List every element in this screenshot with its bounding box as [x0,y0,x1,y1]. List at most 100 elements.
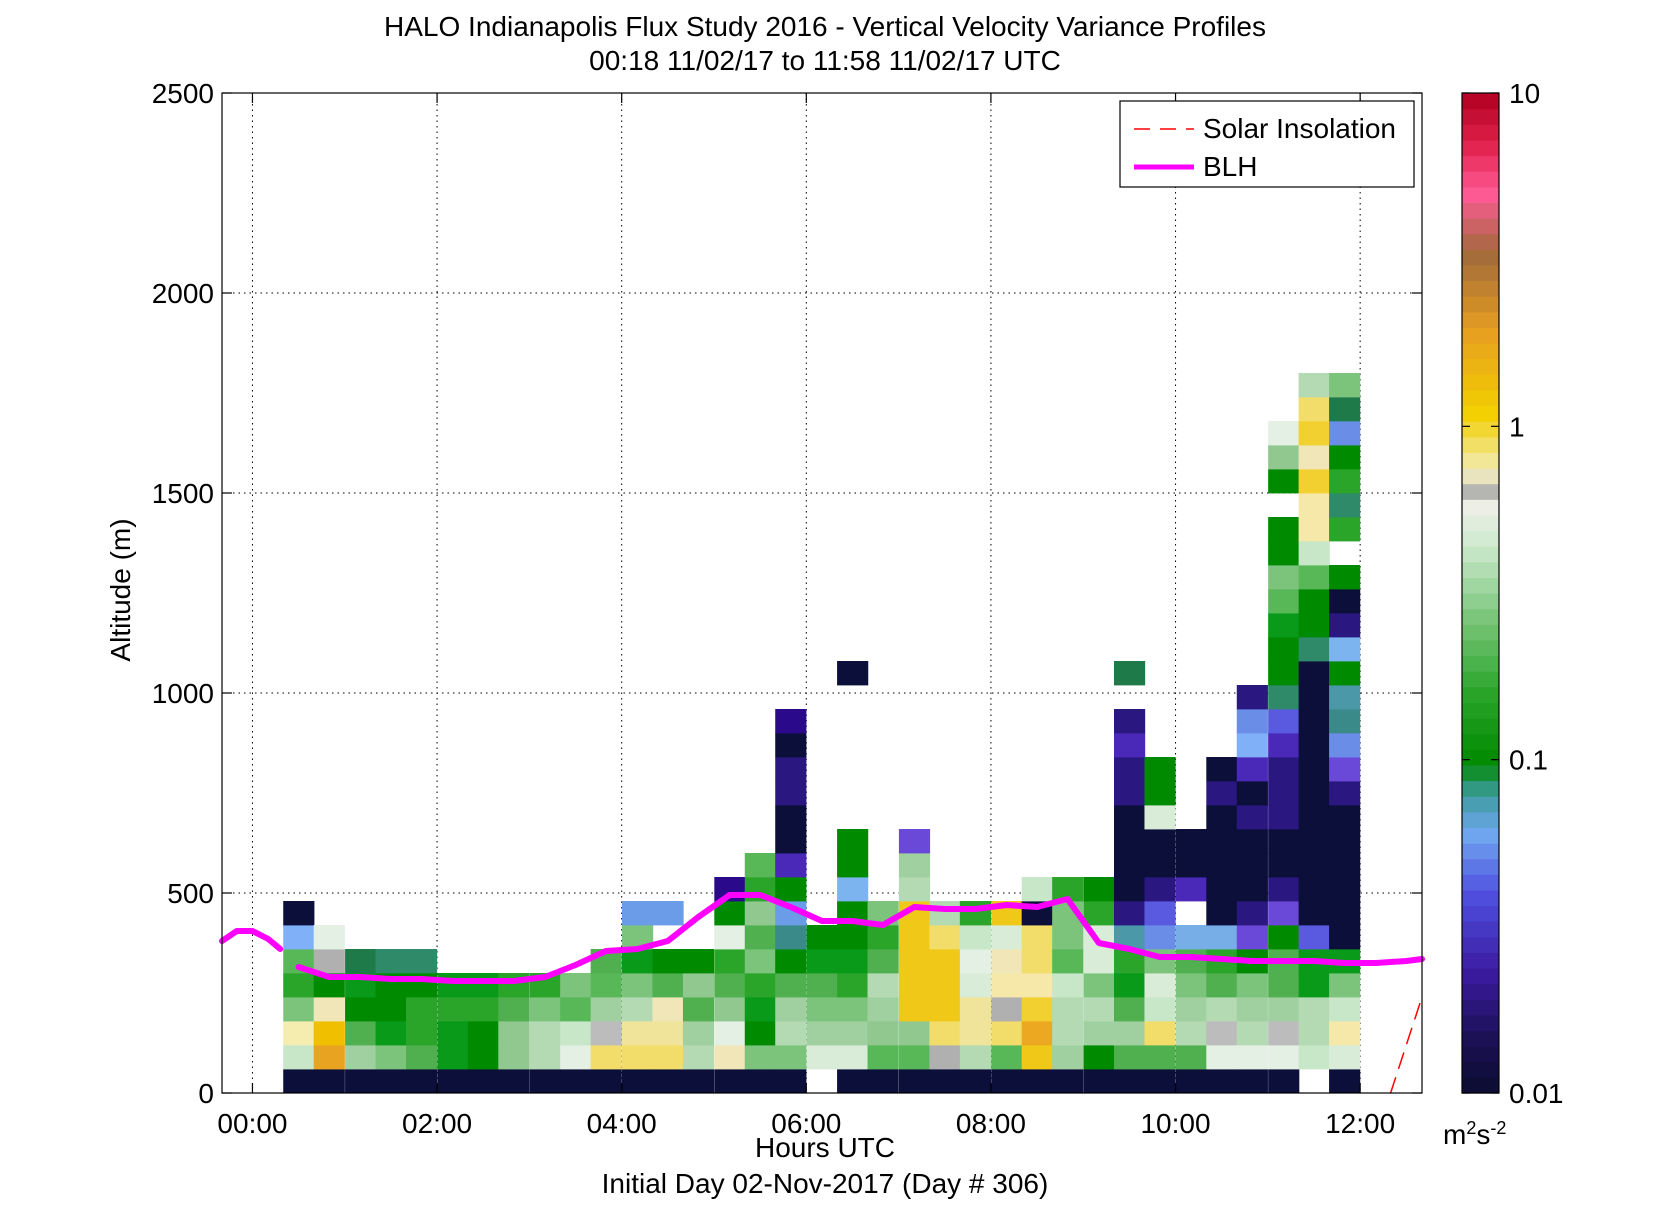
heatmap-cell [1052,949,1084,974]
heatmap-cell [1268,421,1300,446]
heatmap-cell [1298,997,1330,1022]
colorbar-segment [1462,921,1499,938]
heatmap-cell [437,997,469,1022]
heatmap-cell [1206,805,1238,830]
heatmap-cell [1298,685,1330,710]
heatmap-cell [1236,757,1268,782]
heatmap-cell [652,973,684,998]
colorbar-segment [1462,296,1499,313]
colorbar-segment [1462,171,1499,188]
heatmap-cell [1329,469,1361,494]
legend-box [1119,100,1415,188]
heatmap-cell [1298,589,1330,614]
heatmap-cell [1268,733,1300,758]
heatmap-cell [345,1069,377,1094]
heatmap-cell [1268,805,1300,830]
heatmap-cell [1298,853,1330,878]
heatmap-cell [313,997,345,1022]
colorbar-segment [1462,843,1499,860]
heatmap-cell [1114,877,1146,902]
heatmap-cell [898,949,931,974]
heatmap-cell [898,877,931,902]
heatmap-cell [1268,469,1300,494]
heatmap-cell [1329,901,1361,926]
heatmap-cell [590,1069,622,1094]
heatmap-cell [1268,565,1300,590]
heatmap-cell [837,997,869,1022]
colorbar-segment [1462,764,1499,782]
heatmap-cell [1206,997,1238,1022]
heatmap-cell [1329,781,1361,806]
heatmap-cell [1144,829,1176,854]
heatmap-cell [1021,1045,1053,1070]
heatmap-cell [898,925,931,950]
colorbar-segment [1462,749,1499,766]
heatmap-cell [498,1069,530,1094]
heatmap-cell [1298,541,1330,566]
heatmap-cell [283,1069,315,1094]
colorbar-segment [1462,593,1499,610]
heatmap-cell [1175,973,1208,998]
heatmap-cell [1329,853,1361,878]
colorbar-segment [1462,421,1499,438]
heatmap-cell [867,925,899,950]
colorbar-segment [1462,374,1499,391]
heatmap-cell [806,973,838,998]
colorbar-segment [1462,389,1499,407]
chart-title: HALO Indianapolis Flux Study 2016 - Vert… [384,11,1266,42]
heatmap-cell [959,949,992,974]
heatmap-cell [898,1069,931,1094]
colorbar-segment [1462,139,1499,157]
colorbar-segment [1462,530,1499,547]
heatmap-cell [1329,373,1361,398]
colorbar-frame [1461,92,1500,1094]
y-axis: 0 500 1000 1500 2000 2500 [152,78,1422,1109]
heatmap-cell [652,949,684,974]
heatmap-cell [560,997,592,1022]
colorbar-segment [1462,983,1499,1000]
heatmap-cell [775,733,807,758]
heatmap-cell [1021,877,1053,902]
x-axis: 00:00 02:00 04:00 06:00 08:00 10:00 12:00 [217,93,1395,1139]
heatmap-cell [959,1045,992,1070]
heatmap-cell [806,1021,838,1046]
heatmap-cell [991,1045,1023,1070]
heatmap-cell [375,1021,407,1046]
heatmap-cell [529,1021,561,1046]
heatmap-cell [1298,733,1330,758]
colorbar-segment [1462,327,1499,344]
heatmap-cell [1052,1069,1084,1094]
heatmap-cell [622,1021,654,1046]
heatmap-cell [714,949,746,974]
colorbar-segment [1462,561,1499,578]
colorbar-segment [1462,671,1499,688]
heatmap-cell [1268,685,1300,710]
heatmap-cell [1114,1045,1146,1070]
heatmap-cell [1329,925,1361,950]
heatmap-cell [1329,709,1361,734]
colorbar-segment [1462,858,1499,875]
colorbar-segment [1462,468,1499,485]
heatmap-cell [345,997,377,1022]
colorbar-segment [1462,686,1499,703]
colorbar-segment [1462,514,1499,532]
heatmap-cell [1144,1069,1176,1094]
y-tick-label: 2000 [152,278,214,309]
heatmap-cell [498,997,530,1022]
heatmap-cell [313,1045,345,1070]
heatmap-cell [837,829,869,854]
x-tick-label: 04:00 [587,1108,657,1139]
heatmap-cell [1329,733,1361,758]
heatmap-cell [1298,901,1330,926]
colorbar: 0.01 0.1 1 10 [1461,78,1564,1109]
heatmap-cell [1175,925,1208,950]
heatmap-cell [714,1021,746,1046]
heatmap-cell [560,973,592,998]
heatmap-cell [1268,589,1300,614]
heatmap-cell [467,997,500,1022]
heatmap-cell [1298,709,1330,734]
heatmap-cell [991,1069,1023,1094]
heatmap-cell [929,925,961,950]
heatmap-cell [1021,997,1053,1022]
heatmap-cell [590,1045,622,1070]
